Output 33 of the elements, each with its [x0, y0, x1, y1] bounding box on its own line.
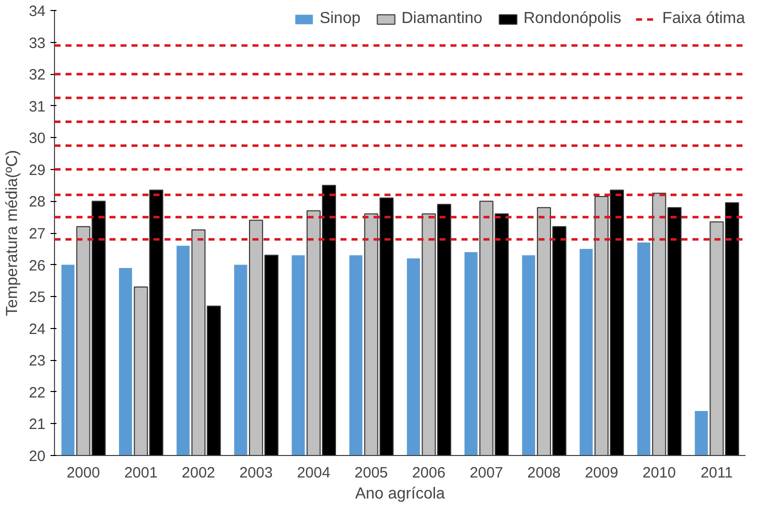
- legend-label: Diamantino: [402, 10, 482, 28]
- y-tick-label: 26: [28, 257, 46, 274]
- x-axis-title: Ano agrícola: [355, 486, 446, 502]
- x-tick-label: 2003: [239, 464, 273, 482]
- x-tick-label: 2008: [527, 464, 561, 482]
- y-tick-label: 22: [28, 384, 46, 402]
- y-tick-label: 23: [28, 352, 46, 370]
- legend-label: Faixa ótima: [662, 10, 745, 28]
- x-tick-label: 2005: [354, 464, 388, 482]
- legend-label: Rondonópolis: [523, 10, 622, 28]
- x-tick-label: 2006: [412, 464, 446, 482]
- x-tick-label: 2000: [66, 464, 100, 482]
- y-axis-title: Temperatura média(ºC): [4, 150, 21, 316]
- y-tick-label: 24: [28, 320, 46, 338]
- y-tick-label: 34: [28, 3, 46, 20]
- y-tick-label: 32: [28, 66, 46, 84]
- y-tick-label: 25: [28, 289, 46, 306]
- x-tick-label: 2011: [700, 464, 733, 482]
- x-tick-label: 2004: [296, 464, 330, 482]
- y-tick-label: 28: [28, 194, 46, 211]
- x-tick-label: 2009: [584, 464, 618, 482]
- y-tick-label: 29: [28, 162, 46, 179]
- x-tick-label: 2007: [470, 464, 504, 482]
- y-tick-label: 30: [28, 130, 46, 148]
- x-tick-label: 2001: [124, 464, 158, 482]
- y-tick-label: 27: [28, 226, 46, 242]
- y-tick-label: 31: [28, 98, 46, 116]
- x-tick-label: 2010: [642, 464, 676, 482]
- y-tick-label: 21: [28, 416, 46, 434]
- x-tick-label: 2002: [182, 464, 216, 482]
- y-tick-label: 20: [28, 448, 46, 465]
- legend-label: Sinop: [320, 10, 360, 28]
- y-tick-label: 33: [28, 34, 46, 52]
